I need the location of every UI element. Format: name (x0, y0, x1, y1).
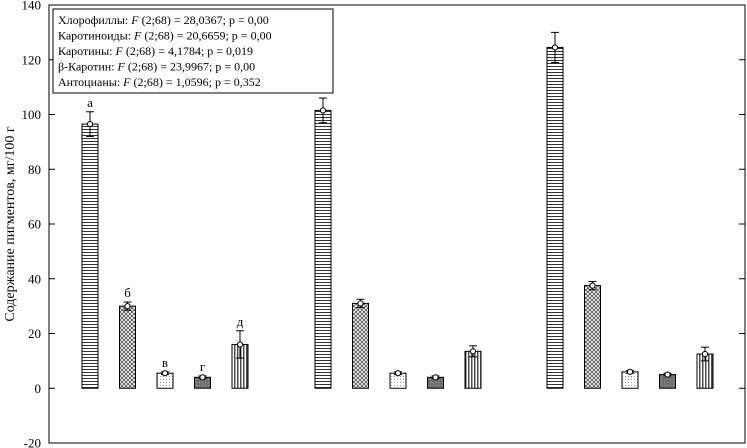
mean-marker (394, 370, 402, 377)
bar-letter: б (124, 285, 131, 300)
mean-marker (626, 368, 634, 375)
bar (81, 123, 99, 389)
mean-marker (469, 348, 477, 355)
y-tick-label: 100 (22, 107, 42, 122)
bar-letter: г (200, 359, 205, 374)
y-tick-label: 140 (22, 0, 42, 13)
mean-marker (432, 374, 439, 381)
bar (546, 46, 564, 389)
y-tick-label: 120 (22, 52, 42, 67)
legend-entry: Антоцианы: F (2;68) = 1,0596; p = 0,352 (58, 75, 261, 89)
mean-marker (124, 303, 131, 310)
bar-letter: д (237, 314, 244, 329)
mean-marker (199, 374, 206, 381)
mean-marker (236, 341, 244, 348)
legend-box (52, 8, 334, 94)
y-tick-label: 80 (28, 162, 41, 177)
mean-marker (86, 120, 94, 128)
legend-entry: Каротиноиды: F (2;68) = 20,6659; p = 0,0… (58, 29, 272, 43)
mean-marker (701, 350, 709, 358)
bars-layer (81, 31, 714, 389)
bar (119, 305, 136, 389)
mean-marker (357, 300, 364, 307)
y-axis-label: Содержание пигментов, мг/100 г (3, 126, 18, 321)
mean-marker (664, 371, 671, 378)
mean-marker (161, 370, 169, 377)
y-tick-label: 40 (28, 271, 41, 286)
y-tick-label: 0 (35, 381, 42, 396)
bar (352, 302, 369, 389)
bar (584, 285, 601, 389)
y-tick-label: 60 (28, 217, 41, 232)
legend-entry: β-Каротин: F (2;68) = 23,9967; p = 0,00 (58, 60, 255, 74)
legend-entry: Каротины: F (2;68) = 4,1784; p = 0,019 (58, 44, 253, 58)
bar-letters-layer: а б в г д (87, 95, 244, 374)
y-tick-label: -20 (24, 436, 41, 448)
mean-marker (589, 282, 596, 289)
bar-letter: а (87, 95, 93, 110)
y-tick-label: 20 (28, 326, 41, 341)
legend-entry: Хлорофиллы: F (2;68) = 28,0367; p = 0,00 (58, 13, 269, 27)
mean-marker (319, 107, 327, 114)
legend: Хлорофиллы: F (2;68) = 28,0367; p = 0,00… (52, 8, 334, 94)
y-axis: -20 0 20 40 60 80 100 120 140 (22, 0, 745, 448)
bar-letter: в (162, 355, 168, 370)
bar (314, 109, 332, 389)
mean-marker (551, 44, 559, 51)
